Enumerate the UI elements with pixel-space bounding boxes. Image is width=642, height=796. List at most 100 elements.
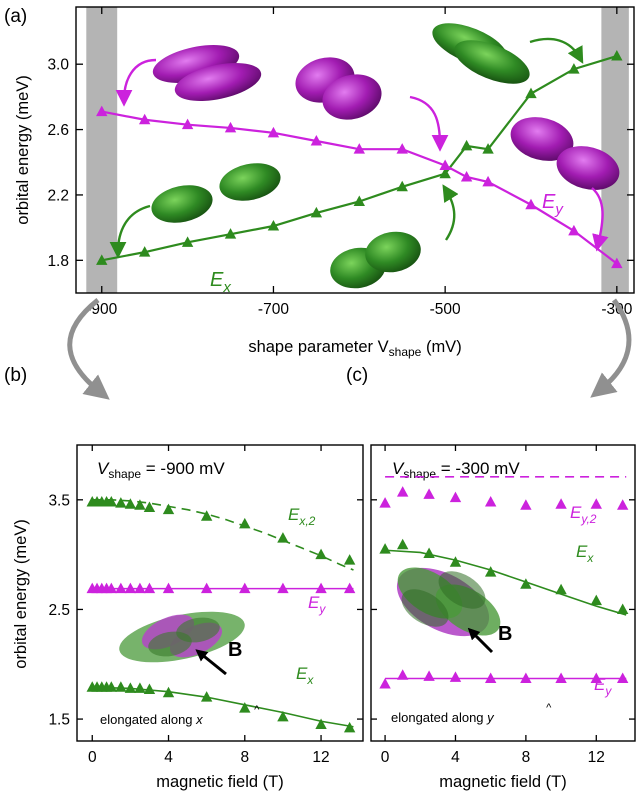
data-point	[616, 603, 629, 614]
panel-b: (b) 0 4 8 12 1.5 2.5 3.5 Vshape = -900 mV B Ex…	[4, 365, 364, 791]
data-point	[315, 582, 327, 594]
data-point	[124, 582, 137, 594]
data-point	[310, 206, 323, 218]
curved-arrow-icon	[442, 184, 459, 241]
data-point	[343, 554, 356, 565]
panel-c-xlabel: magnetic field (T)	[439, 773, 566, 791]
panel-b-xlabel: magnetic field (T)	[156, 773, 283, 791]
hat-icon: ^	[254, 704, 260, 716]
dot-illustration-mid-magenta	[295, 57, 382, 120]
x-tick-label: 8	[240, 749, 249, 766]
data-point	[162, 686, 175, 698]
data-point	[277, 710, 289, 722]
x-tick-label: 0	[381, 749, 390, 766]
data-point	[590, 594, 602, 606]
hat-icon: ^	[546, 702, 552, 714]
dot-illustration-c	[396, 567, 501, 637]
series-label-ex: Ex	[210, 269, 231, 296]
x-tick-label: -700	[258, 301, 289, 318]
data-point	[396, 180, 408, 192]
panel-c-axes: 0 4 8 12	[371, 445, 635, 766]
data-point	[616, 672, 629, 684]
panel-c-title: Vshape = -300 mV	[392, 459, 520, 481]
data-point	[590, 672, 602, 684]
data-point	[484, 566, 497, 577]
panel-a-ylabel: orbital energy (meV)	[14, 75, 32, 224]
data-point	[555, 672, 567, 684]
y-tick-label: 2.6	[47, 122, 69, 139]
x-tick-label: 4	[451, 749, 460, 766]
dot-illustration-top-green	[432, 23, 530, 84]
data-point	[396, 669, 409, 680]
data-point	[143, 683, 156, 694]
panel-a-xlabel: shape parameter Vshape (mV)	[248, 338, 461, 359]
data-point	[484, 496, 497, 507]
data-point	[482, 175, 494, 187]
data-point	[200, 510, 213, 521]
data-point	[200, 691, 213, 702]
data-point	[138, 246, 151, 257]
panel-c-label: (c)	[346, 365, 368, 386]
data-point	[568, 224, 580, 236]
data-point	[439, 167, 451, 179]
data-point	[379, 677, 391, 689]
data-point	[379, 497, 391, 508]
data-point	[379, 543, 391, 554]
data-point	[267, 219, 280, 231]
series-label-ey: Ey	[594, 675, 612, 698]
data-point	[396, 538, 409, 550]
data-point	[555, 498, 567, 509]
data-point	[423, 488, 435, 499]
panel-b-axes: 0 4 8 12 1.5 2.5 3.5	[48, 445, 363, 766]
data-point	[555, 583, 567, 595]
data-point	[277, 532, 289, 543]
data-point	[181, 236, 194, 247]
data-point	[460, 170, 473, 182]
data-point	[525, 87, 537, 99]
y-tick-label: 1.8	[47, 253, 69, 270]
data-point	[224, 121, 237, 133]
data-point	[482, 143, 494, 154]
x-tick-label: 8	[522, 749, 531, 766]
data-point	[181, 118, 194, 130]
panel-b-ylabel: orbital energy (meV)	[12, 519, 30, 668]
data-point	[460, 139, 473, 151]
gray-band	[601, 7, 629, 293]
data-point	[239, 582, 251, 594]
y-tick-label: 1.5	[48, 712, 70, 729]
panel-c-frame	[370, 444, 636, 742]
data-point	[353, 195, 365, 206]
data-point	[138, 113, 151, 125]
panel-b-label: (b)	[4, 365, 27, 386]
data-point	[449, 491, 462, 503]
data-point	[143, 501, 156, 512]
data-point	[439, 159, 451, 171]
data-point	[239, 517, 251, 529]
x-tick-label: 0	[88, 749, 97, 766]
series-label-ey: Ey	[308, 593, 326, 616]
dot-illustration-top-magenta	[152, 45, 262, 101]
data-point	[396, 486, 409, 497]
y-tick-label: 2.5	[48, 602, 70, 619]
connector-arrow-icon	[590, 298, 632, 398]
data-point	[96, 254, 108, 265]
data-point	[520, 672, 532, 684]
panel-c: (c) 0 4 8 12 Vshape = -300 mV B Ey,2 Ex Ey …	[346, 365, 636, 791]
data-point	[124, 498, 137, 509]
gray-band	[86, 7, 118, 293]
panel-b-frame	[76, 444, 364, 742]
field-arrow-icon	[467, 627, 494, 654]
panel-b-annotation: elongated along x	[100, 712, 203, 727]
data-point	[423, 670, 435, 681]
data-point	[239, 702, 251, 713]
x-tick-label: -500	[430, 301, 461, 318]
data-point	[277, 582, 289, 594]
data-point	[611, 257, 623, 269]
data-point	[310, 135, 323, 146]
series-line-ey	[101, 110, 618, 265]
x-tick-label: 12	[588, 749, 605, 766]
curved-arrow-icon	[529, 37, 584, 64]
connector-arrow-icon	[67, 298, 110, 400]
curved-arrow-icon	[109, 204, 151, 259]
panel-c-annotation: elongated along y	[391, 710, 495, 725]
